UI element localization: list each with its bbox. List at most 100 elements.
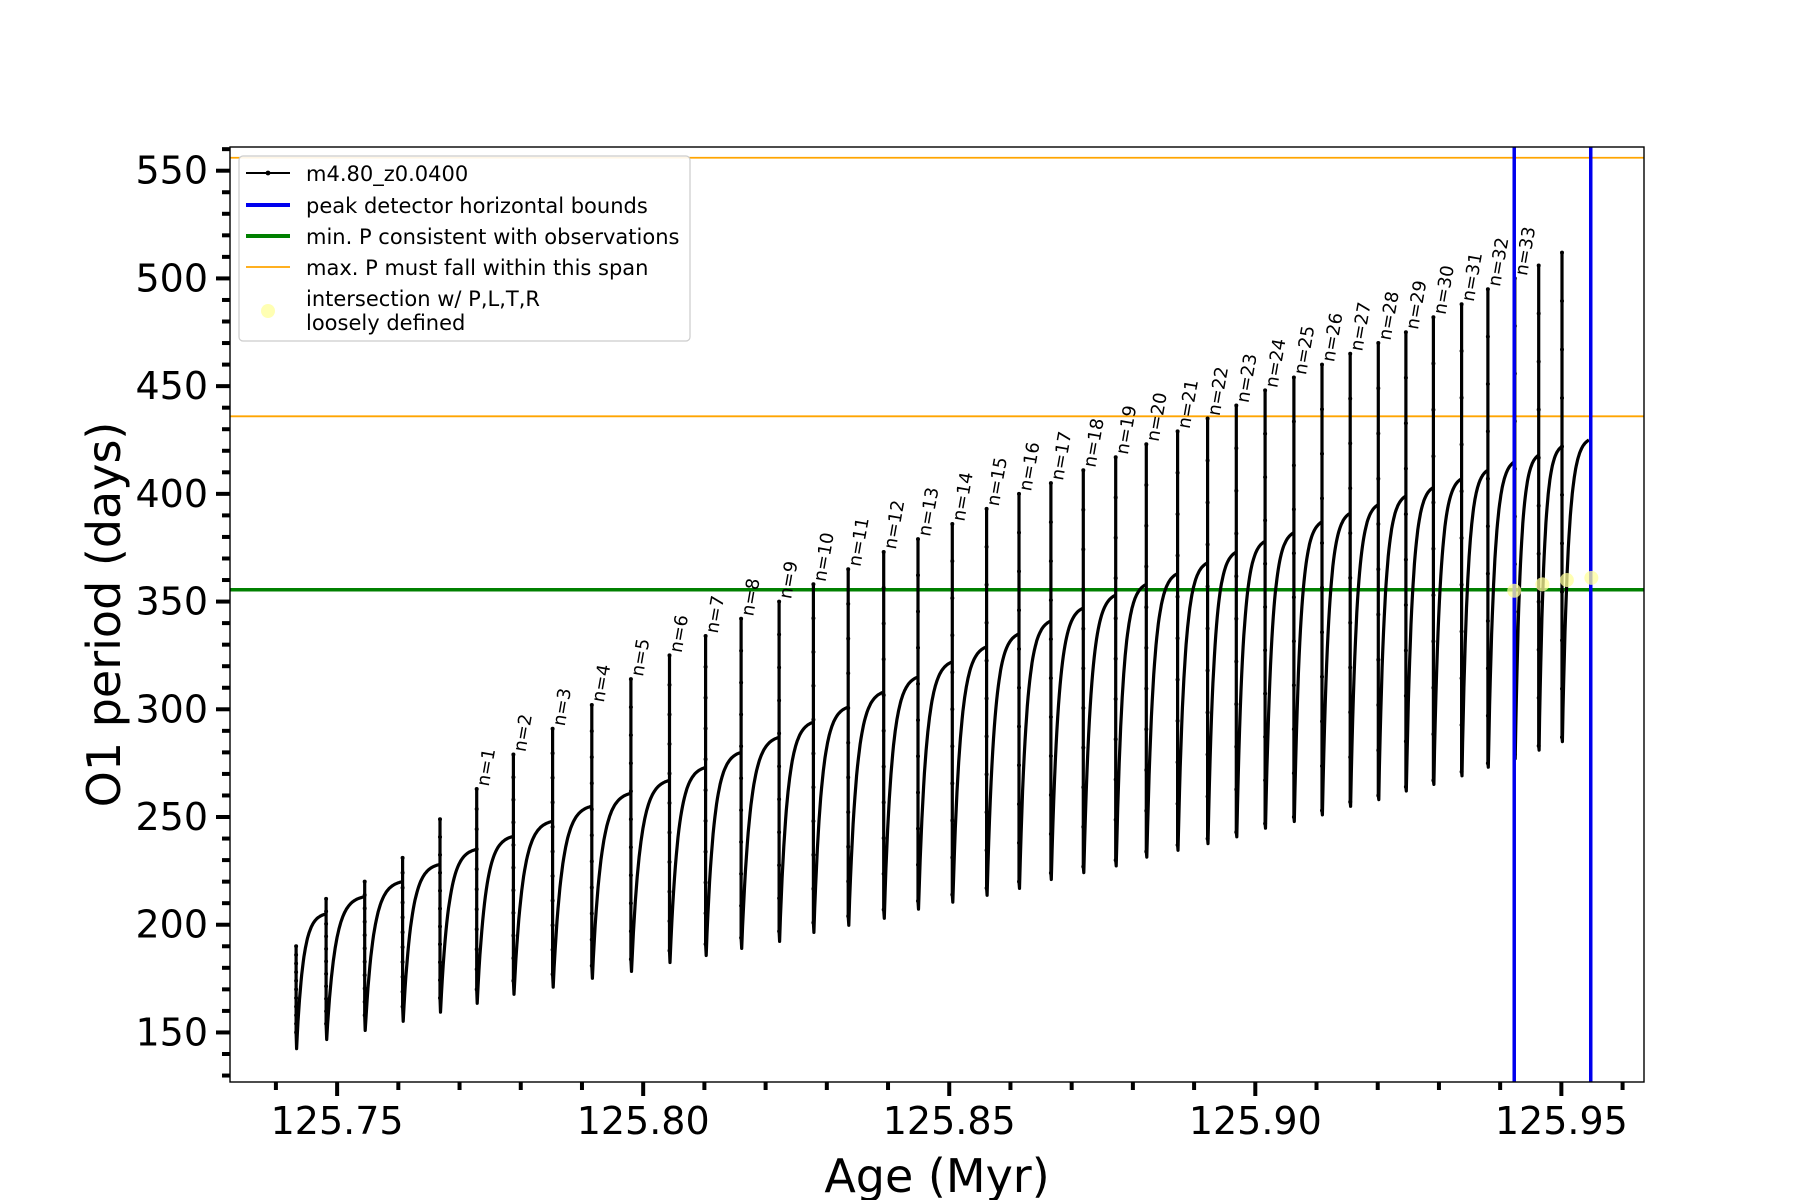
peak-label: n=21 bbox=[1174, 378, 1203, 430]
series-marker bbox=[846, 914, 851, 919]
legend-label-4: max. P must fall within this span bbox=[306, 256, 648, 280]
series-marker bbox=[400, 870, 405, 875]
series-marker bbox=[984, 696, 989, 701]
series-marker bbox=[950, 596, 955, 601]
legend-intersection-marker bbox=[261, 304, 275, 318]
series-marker bbox=[1081, 785, 1086, 790]
series-cycle bbox=[950, 524, 988, 904]
series-marker bbox=[1234, 702, 1239, 707]
series-marker bbox=[324, 1009, 329, 1014]
series-cycle bbox=[1560, 252, 1590, 744]
series-marker bbox=[777, 929, 782, 934]
series-marker bbox=[294, 1013, 299, 1018]
series-marker bbox=[1291, 771, 1296, 776]
series-marker bbox=[1048, 871, 1053, 875]
series-marker bbox=[739, 903, 744, 908]
series-marker bbox=[811, 683, 816, 688]
series-marker bbox=[1485, 476, 1490, 481]
series-marker bbox=[1081, 507, 1086, 512]
series-marker bbox=[1376, 657, 1381, 662]
peak-label: n=15 bbox=[983, 456, 1012, 508]
series-marker bbox=[777, 764, 782, 769]
period-series bbox=[294, 252, 1590, 1051]
series-marker bbox=[1485, 334, 1490, 339]
series-marker bbox=[950, 670, 955, 675]
peak-label: n=12 bbox=[880, 499, 909, 551]
series-marker bbox=[362, 986, 367, 991]
series-marker bbox=[628, 733, 633, 738]
series-marker bbox=[846, 810, 851, 815]
series-marker bbox=[400, 974, 405, 979]
series-marker bbox=[811, 751, 816, 756]
series-marker bbox=[1263, 778, 1268, 783]
series-marker bbox=[984, 772, 989, 777]
series-marker bbox=[1459, 302, 1464, 307]
series-marker bbox=[846, 775, 851, 780]
series-marker bbox=[984, 582, 989, 587]
series-marker bbox=[1144, 523, 1149, 528]
series-marker bbox=[881, 693, 886, 698]
legend-label-5: loosely defined bbox=[306, 311, 465, 335]
series-marker bbox=[739, 712, 744, 717]
series-marker bbox=[1113, 817, 1118, 822]
series-marker bbox=[667, 653, 672, 658]
series-marker bbox=[294, 1004, 299, 1009]
series-marker bbox=[628, 761, 633, 766]
series-marker bbox=[846, 567, 851, 572]
peak-label: n=7 bbox=[702, 594, 729, 635]
peak-label: n=11 bbox=[844, 516, 873, 568]
peak-label: n=28 bbox=[1375, 290, 1404, 342]
series-marker bbox=[1017, 569, 1021, 574]
series-marker bbox=[511, 910, 516, 915]
series-marker bbox=[628, 957, 633, 962]
series-marker bbox=[846, 740, 851, 745]
series-marker bbox=[703, 695, 708, 700]
series-cycle bbox=[704, 636, 742, 958]
series-marker bbox=[1560, 396, 1564, 400]
series-marker bbox=[1205, 500, 1210, 505]
series-marker bbox=[1459, 349, 1464, 353]
series-marker bbox=[739, 744, 744, 749]
peak-label: n=19 bbox=[1112, 404, 1141, 456]
series-marker bbox=[324, 959, 329, 964]
series-marker bbox=[1081, 666, 1086, 671]
series-marker bbox=[1263, 388, 1268, 393]
series-marker bbox=[474, 827, 479, 832]
series-marker bbox=[1376, 703, 1381, 707]
series-marker bbox=[1205, 752, 1210, 757]
series-marker bbox=[1263, 734, 1268, 739]
series-marker bbox=[294, 1021, 299, 1026]
series-cycle bbox=[438, 819, 478, 1014]
series-marker bbox=[362, 999, 367, 1004]
series-marker bbox=[1431, 546, 1436, 551]
series-marker bbox=[667, 860, 672, 864]
series-marker bbox=[474, 887, 479, 892]
series-marker bbox=[1263, 561, 1268, 566]
series-cycle bbox=[363, 880, 404, 1032]
series-marker bbox=[1485, 524, 1490, 529]
series-marker bbox=[1431, 732, 1436, 737]
series-marker bbox=[324, 996, 329, 1001]
series-marker bbox=[1113, 455, 1118, 460]
series-marker bbox=[550, 947, 555, 952]
series-marker bbox=[703, 880, 708, 885]
series-marker bbox=[511, 820, 516, 825]
series-cycle bbox=[629, 679, 671, 973]
legend-label-1: m4.80_z0.0400 bbox=[306, 162, 468, 187]
series-marker bbox=[628, 705, 633, 710]
series-marker bbox=[474, 847, 479, 852]
series-cycle bbox=[1404, 332, 1435, 793]
series-marker bbox=[1348, 755, 1353, 760]
series-marker bbox=[474, 807, 479, 811]
series-marker bbox=[1263, 821, 1268, 826]
series-marker bbox=[1320, 362, 1324, 367]
series-marker bbox=[1291, 375, 1296, 380]
series-marker bbox=[1263, 518, 1268, 523]
series-cycle bbox=[1376, 343, 1407, 802]
series-marker bbox=[1048, 715, 1053, 719]
y-tick-label: 450 bbox=[135, 364, 208, 408]
peak-label: n=6 bbox=[666, 613, 693, 654]
series-marker bbox=[811, 819, 816, 824]
series-marker bbox=[1320, 585, 1324, 590]
peak-label: n=16 bbox=[1015, 440, 1044, 492]
